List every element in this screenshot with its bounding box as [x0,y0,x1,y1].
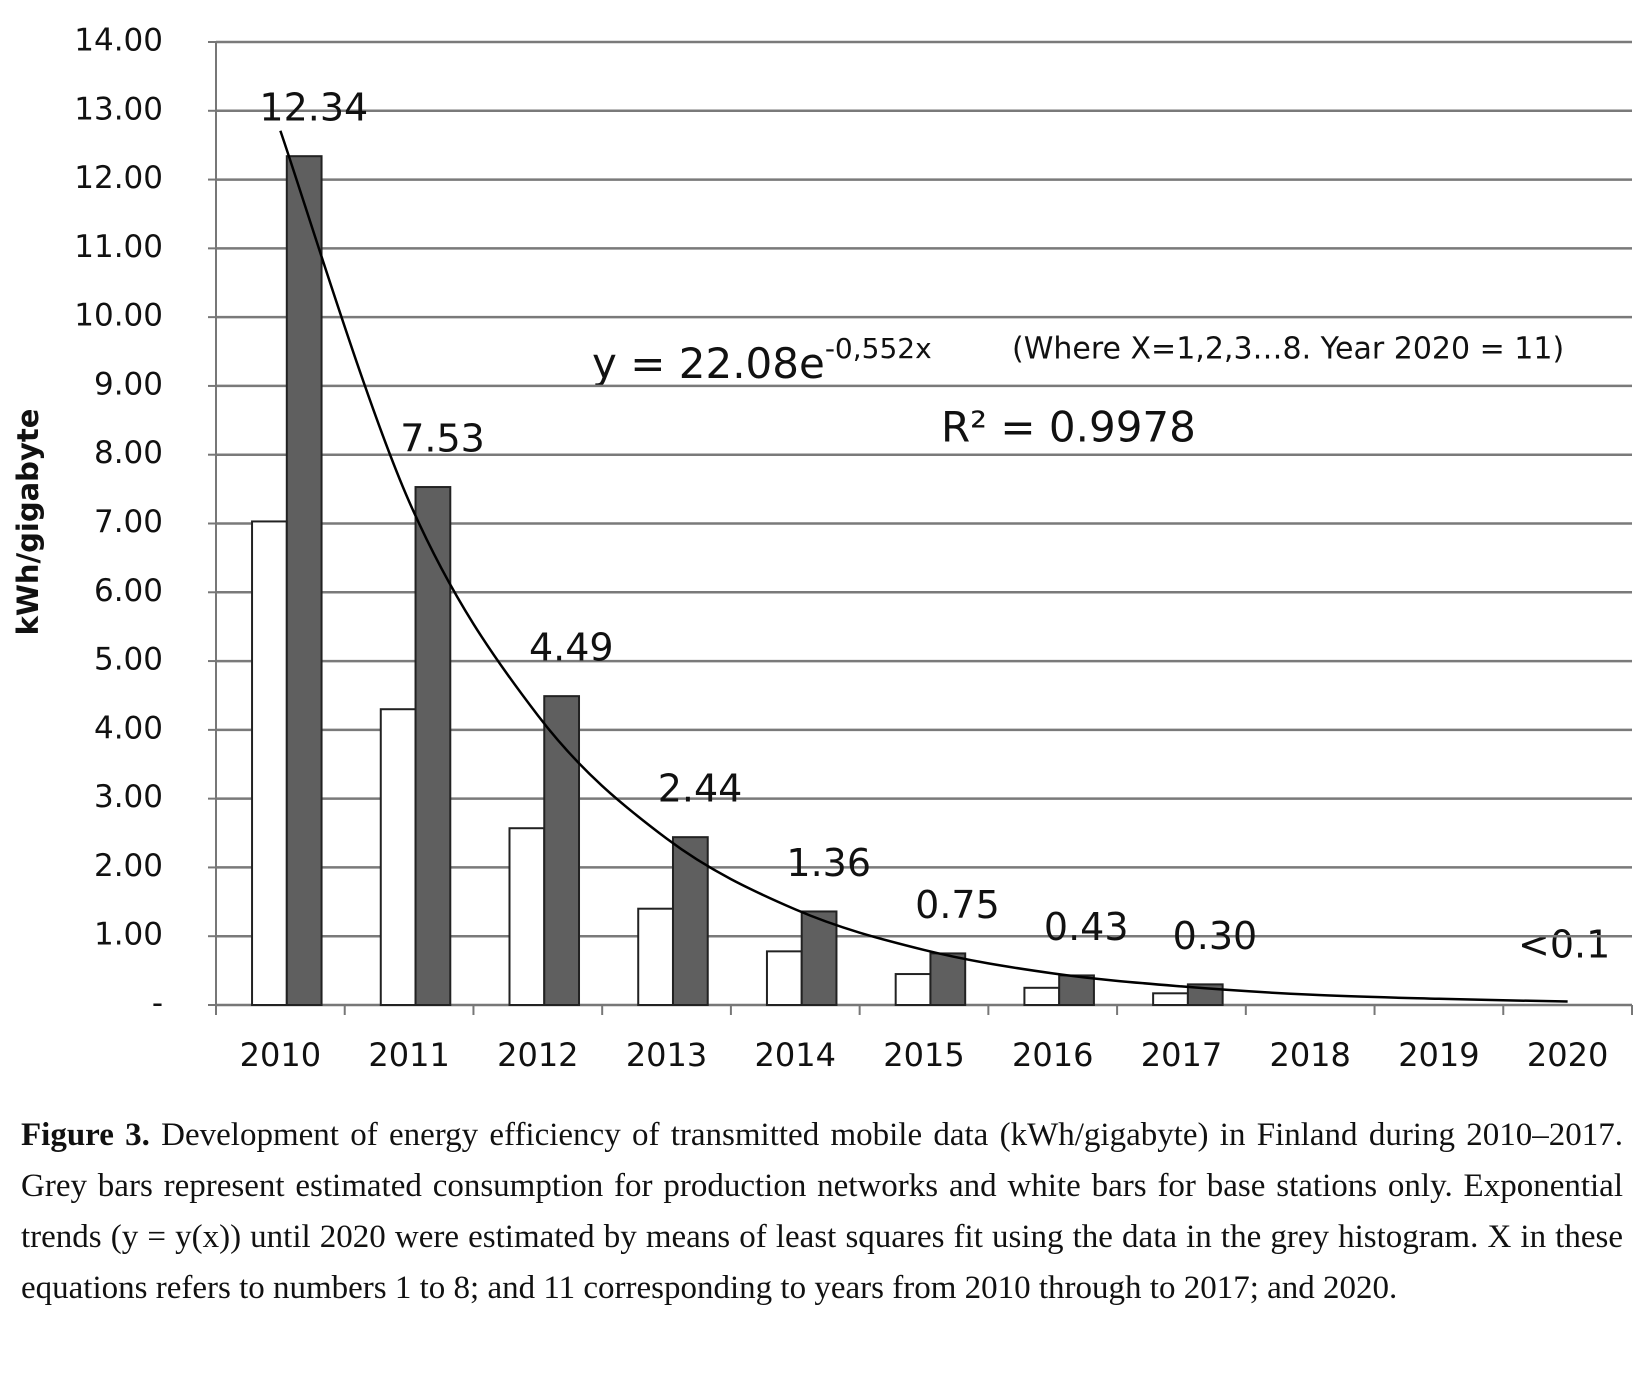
y-tick-label: 8.00 [94,435,163,471]
trend-line [279,130,1568,1003]
value-label: 7.53 [400,417,485,461]
bar [765,950,803,1007]
y-tick-label: 7.00 [94,504,163,540]
y-tick-label: 14.00 [74,23,163,59]
y-tick-label: 2.00 [94,848,163,884]
value-label: 1.36 [786,841,871,885]
bar [800,910,838,1006]
bar [285,155,323,1007]
bar [508,827,546,1006]
value-label: 0.43 [1044,905,1129,949]
y-tick-label: 12.00 [74,160,163,196]
bar [671,836,709,1006]
bar [414,486,452,1006]
x-tick-label: 2015 [883,1036,964,1074]
y-tick-label: 11.00 [74,229,163,265]
x-tick-label: 2020 [1527,1036,1608,1074]
value-label: 0.75 [915,883,1000,927]
x-tick-label: 2011 [368,1036,449,1074]
y-tick-label: 3.00 [94,779,163,815]
equation: y = 22.08e-0,552x [592,332,932,388]
x-tick-label: 2012 [497,1036,578,1074]
bar [251,520,288,1006]
bar [1023,986,1061,1007]
y-tick-label: 13.00 [74,91,163,127]
caption-label: Figure 3. [21,1117,150,1153]
bar [1058,974,1095,1006]
caption: Figure 3. Development of energy efficien… [21,1110,1623,1314]
caption-text: Development of energy efficiency of tran… [21,1117,1623,1306]
y-tick-label: 4.00 [94,710,163,746]
x-tick-label: 2014 [755,1036,836,1074]
bar [1152,992,1189,1007]
bar [637,907,674,1007]
bar [543,695,581,1007]
bar [929,952,967,1006]
y-tick-label: 10.00 [74,298,163,334]
x-tick-label: 2010 [240,1036,321,1074]
bar [379,708,417,1006]
equation-note: (Where X=1,2,3…8. Year 2020 = 11) [1012,332,1564,367]
y-tick-label: 6.00 [94,573,163,609]
value-label: 12.34 [259,86,368,130]
y-axis-label: kWh/gigabyte [11,409,45,636]
value-label: 2.44 [658,767,743,811]
y-tick-label: - [152,986,163,1022]
x-tick-label: 2019 [1398,1036,1479,1074]
x-tick-label: 2017 [1141,1036,1222,1074]
bar [894,973,932,1007]
y-tick-label: 1.00 [94,917,163,953]
value-label: 0.30 [1173,914,1258,958]
chart: kWh/gigabyte y = 22.08e-0,552x (Where X=… [11,23,1633,1074]
y-tick-label: 9.00 [94,366,163,402]
x-tick-label: 2018 [1269,1036,1350,1074]
last-value-label: <0.1 [1518,923,1610,967]
value-label: 4.49 [529,626,614,670]
r-squared: R² = 0.9978 [941,403,1196,452]
x-tick-label: 2013 [626,1036,707,1074]
y-tick-label: 5.00 [94,642,163,678]
x-tick-label: 2016 [1012,1036,1093,1074]
equation-base: y = 22.08e [592,339,825,388]
equation-exponent: -0,552x [825,332,932,365]
